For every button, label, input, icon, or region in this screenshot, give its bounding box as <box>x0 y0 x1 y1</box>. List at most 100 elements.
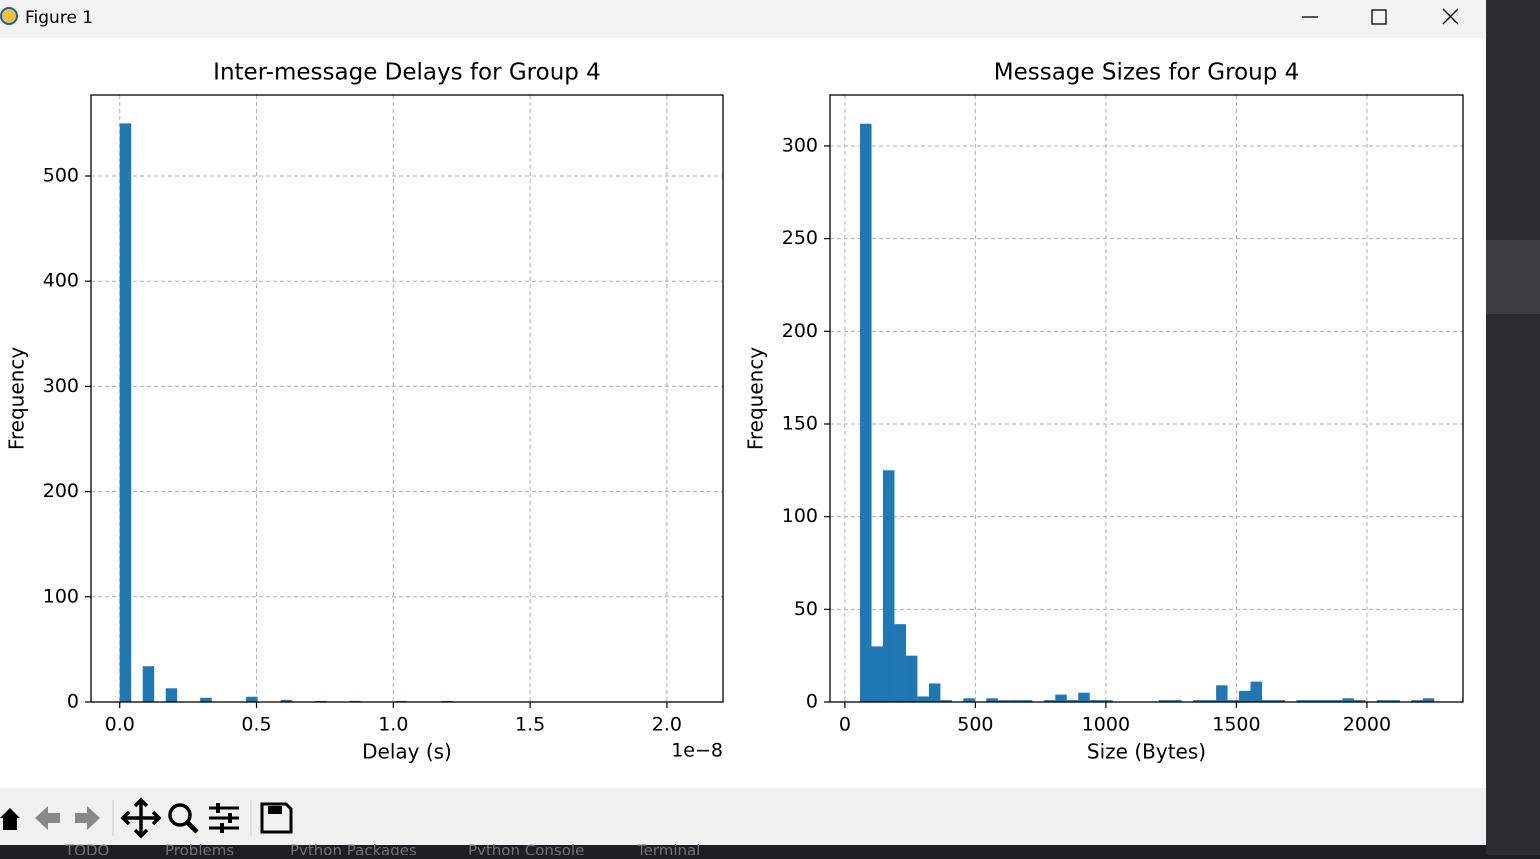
y-tick-label: 0 <box>67 691 79 713</box>
histogram-bar <box>986 698 998 702</box>
close-button[interactable] <box>1442 8 1459 25</box>
y-tick-label: 0 <box>806 691 818 713</box>
x-tick-label: 500 <box>957 714 993 736</box>
x-tick-label: 0.0 <box>105 714 135 736</box>
pan-button[interactable] <box>120 797 162 839</box>
ide-tab: Problems <box>165 842 234 856</box>
save-button[interactable] <box>260 802 293 834</box>
histogram-bar <box>894 624 906 702</box>
x-tick-label: 2.0 <box>652 714 682 736</box>
x-axis-label: Delay (s) <box>362 740 452 764</box>
histogram-bar <box>882 470 895 702</box>
histogram-bar <box>1043 700 1056 702</box>
histogram-bar <box>1170 700 1182 702</box>
y-tick-label: 200 <box>782 320 818 342</box>
histogram-bar <box>860 123 872 702</box>
ide-background <box>1486 0 1540 855</box>
maximize-button[interactable] <box>1371 9 1387 25</box>
histogram-bar <box>1066 700 1079 702</box>
histogram-bar <box>165 688 178 702</box>
histogram-bar <box>1250 681 1263 702</box>
histogram-bar <box>917 696 929 702</box>
histogram-bar <box>1227 700 1240 702</box>
y-tick-label: 100 <box>782 505 818 527</box>
histogram-bar <box>1307 700 1320 702</box>
histogram-bar <box>1342 698 1354 702</box>
ide-tab: TODO <box>64 842 109 856</box>
x-tick-label: 1500 <box>1212 714 1260 736</box>
x-tick-label: 1.5 <box>515 714 545 736</box>
histogram-bar <box>1319 700 1331 702</box>
histogram-bar <box>1262 700 1274 702</box>
y-tick-label: 300 <box>43 375 79 397</box>
chart-title: Message Sizes for Group 4 <box>994 60 1300 86</box>
plot-area <box>830 95 1463 702</box>
histogram-bar <box>1204 700 1217 702</box>
histogram-bar <box>1158 700 1171 702</box>
histogram-bar <box>940 700 952 702</box>
ide-tab: Python Packages <box>290 842 417 856</box>
histogram-bar <box>1376 700 1389 702</box>
y-tick-label: 150 <box>782 412 818 434</box>
plot-area <box>91 95 723 702</box>
x-tick-label: 0 <box>839 714 851 736</box>
histogram-bar <box>1089 700 1102 702</box>
y-tick-label: 250 <box>782 227 818 249</box>
histogram-bar <box>1353 700 1366 702</box>
y-axis-label: Frequency <box>5 347 29 450</box>
x-tick-label: 2000 <box>1343 714 1391 736</box>
y-tick-label: 50 <box>794 598 818 620</box>
ide-tab: Terminal <box>636 842 700 856</box>
histogram-bar <box>1020 700 1033 702</box>
histogram-bar <box>905 655 918 702</box>
histogram-bar <box>1216 685 1228 702</box>
histogram-bar <box>1193 700 1205 702</box>
histogram-bar <box>963 698 975 702</box>
ide-panel <box>1486 240 1540 314</box>
zoom-handle <box>185 820 199 834</box>
back-button[interactable] <box>35 806 60 830</box>
x-tick-label: 1.0 <box>378 714 408 736</box>
toolbar <box>0 788 1486 845</box>
window-title: Figure 1 <box>25 8 93 28</box>
histogram-bar <box>246 696 258 702</box>
histogram-bar <box>1055 694 1067 702</box>
histogram-bar <box>1273 700 1285 702</box>
histogram-bar <box>928 683 941 702</box>
axes-frame <box>829 94 1464 703</box>
histogram-bar <box>1411 700 1423 702</box>
app-icon <box>0 7 18 25</box>
histogram-bar <box>871 646 883 702</box>
histogram-bar <box>200 697 212 702</box>
configure-sliders <box>216 803 232 833</box>
save-icon-part <box>268 806 282 814</box>
y-axis-label: Frequency <box>744 347 768 450</box>
forward-button[interactable] <box>75 806 100 830</box>
x-tick-label: 0.5 <box>241 714 271 736</box>
histogram-bar <box>1296 700 1308 702</box>
histogram-bar <box>997 700 1010 702</box>
x-tick-label: 1000 <box>1082 714 1130 736</box>
histogram-bar <box>1388 700 1400 702</box>
histogram-bar <box>142 666 155 702</box>
histogram-bar <box>119 123 132 703</box>
histogram-bar <box>1101 700 1113 702</box>
histogram-bar <box>280 699 293 702</box>
y-tick-label: 200 <box>43 480 79 502</box>
histogram-bar <box>1422 698 1435 702</box>
title-bar <box>0 0 1486 38</box>
x-offset-label: 1e−8 <box>671 740 723 762</box>
axes-frame <box>90 94 724 703</box>
y-tick-label: 400 <box>43 270 79 292</box>
y-tick-label: 500 <box>43 165 79 187</box>
histogram-bar <box>1330 700 1343 702</box>
chart-title: Inter-message Delays for Group 4 <box>213 60 601 86</box>
histogram-bar <box>1239 690 1251 702</box>
ide-tab: Python Console <box>468 842 584 856</box>
histogram-bar <box>1009 700 1021 702</box>
y-tick-label: 100 <box>43 585 79 607</box>
home-button[interactable] <box>0 808 20 830</box>
histogram-bar <box>1078 692 1090 702</box>
zoom-button[interactable] <box>168 803 192 827</box>
